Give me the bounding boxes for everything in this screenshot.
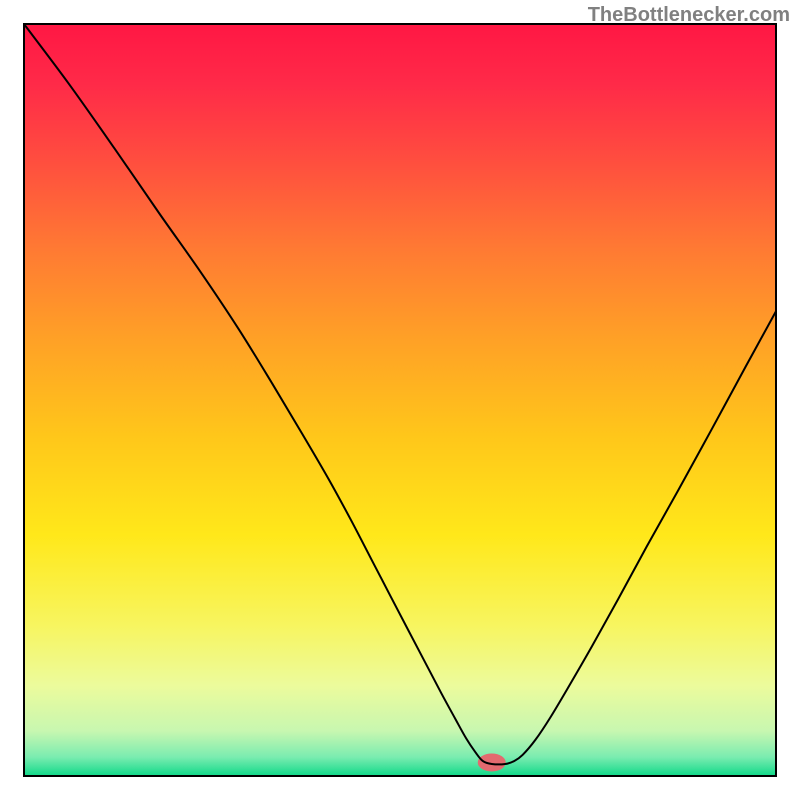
watermark-text: TheBottlenecker.com	[588, 4, 790, 27]
minimum-marker	[478, 753, 506, 771]
plot-background	[24, 24, 776, 776]
bottleneck-chart	[0, 0, 800, 800]
